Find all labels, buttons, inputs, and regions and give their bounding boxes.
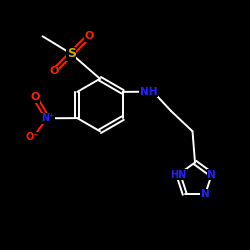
Bar bbox=[66, 50, 76, 58]
Text: O: O bbox=[30, 92, 40, 102]
Bar bbox=[172, 171, 184, 178]
Bar bbox=[207, 171, 216, 178]
Bar bbox=[42, 114, 53, 122]
Text: N: N bbox=[201, 189, 210, 199]
Text: O: O bbox=[49, 66, 58, 76]
Text: NH: NH bbox=[140, 87, 158, 97]
Text: HN: HN bbox=[170, 170, 186, 179]
Bar bbox=[49, 68, 58, 75]
Bar bbox=[84, 32, 94, 40]
Bar bbox=[30, 94, 39, 101]
Bar bbox=[143, 88, 154, 96]
Text: N: N bbox=[207, 170, 216, 179]
Bar bbox=[201, 191, 210, 198]
Text: S: S bbox=[67, 47, 76, 60]
Text: O: O bbox=[84, 31, 94, 41]
Bar bbox=[27, 134, 38, 141]
Text: N⁺: N⁺ bbox=[41, 113, 54, 123]
Text: O⁻: O⁻ bbox=[26, 132, 39, 142]
